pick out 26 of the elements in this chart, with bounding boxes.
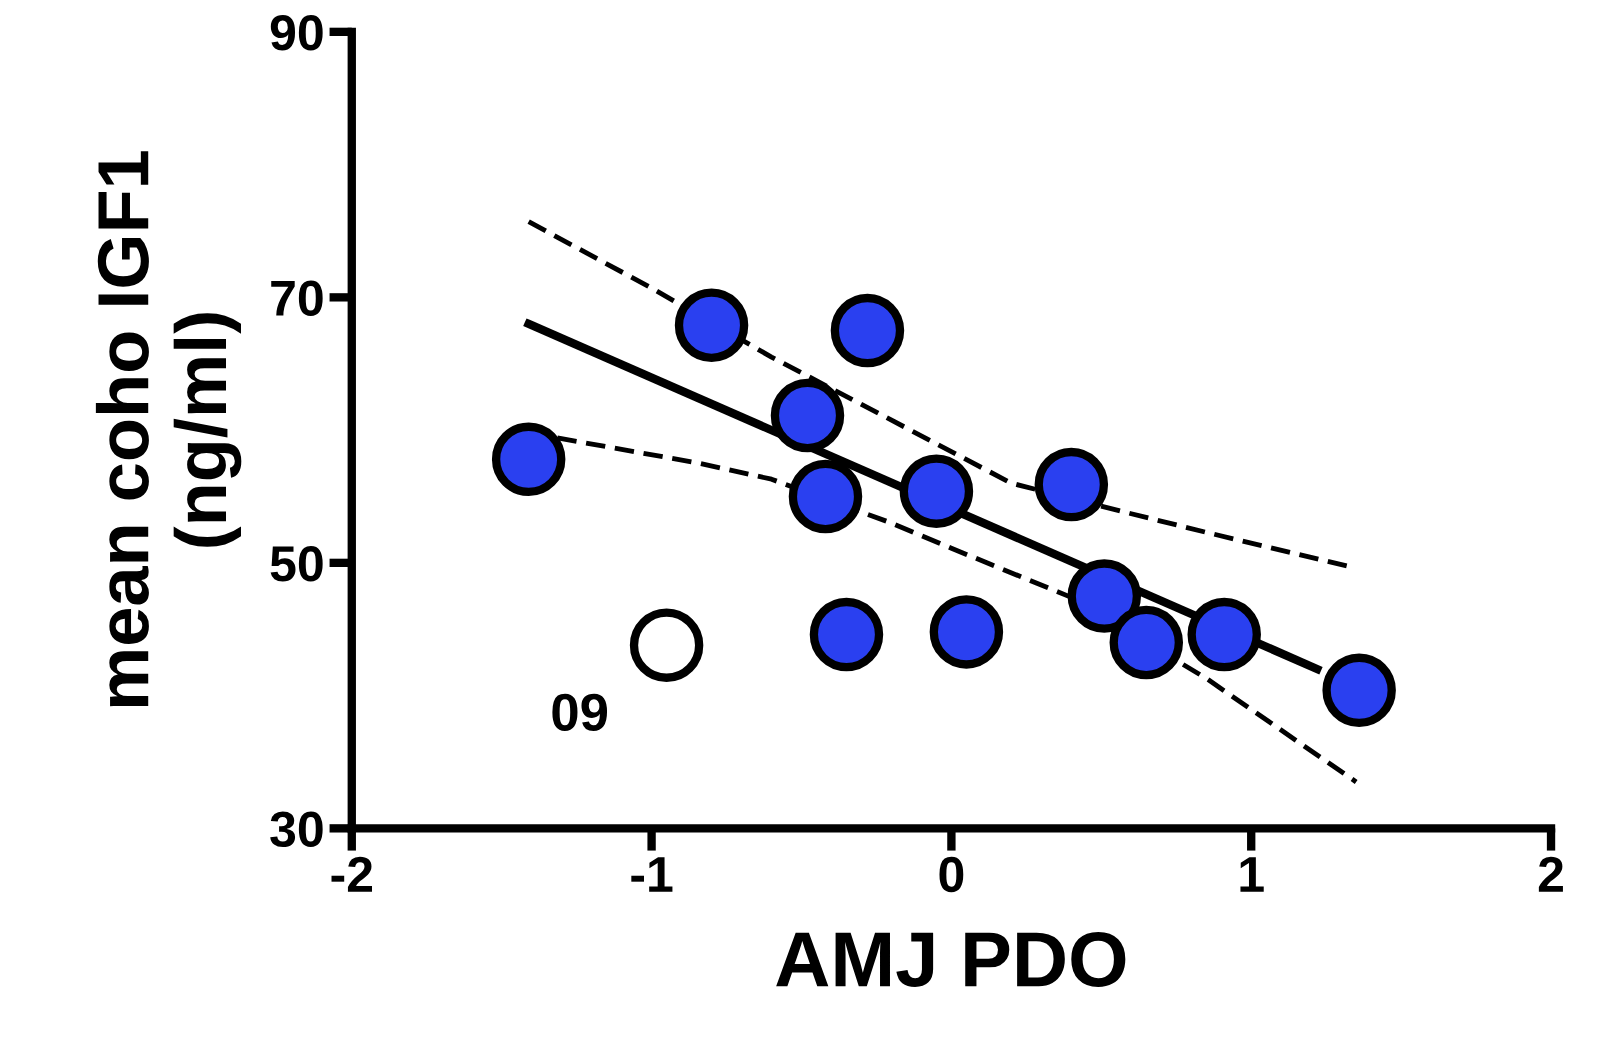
y-tick-label: 70: [271, 280, 323, 316]
point: [1322, 653, 1396, 728]
point: [674, 288, 749, 362]
point: [1109, 605, 1184, 680]
x-axis-title: AMJ PDO: [776, 931, 1126, 987]
y-tick-label: 90: [270, 15, 323, 51]
point: [1187, 597, 1261, 672]
y-axis-title: mean coho IGF1 (ng/ml): [95, 151, 242, 707]
point: [830, 293, 905, 368]
x-tick-label: 2: [1538, 856, 1563, 892]
point: [491, 422, 566, 497]
y-tick-label: 50: [270, 546, 323, 582]
point: [1067, 559, 1142, 633]
point: [770, 378, 845, 453]
point: [809, 597, 884, 672]
y-tick-label: 30: [270, 811, 323, 848]
annotation: 09: [552, 693, 608, 732]
x-tick-label: -1: [631, 857, 673, 892]
x-tick-label: -2: [331, 856, 373, 892]
point: [629, 608, 704, 682]
point: [788, 459, 863, 534]
point: [899, 454, 974, 528]
point: [929, 595, 1004, 669]
x-tick-label: 0: [939, 856, 964, 893]
point: [1034, 447, 1109, 522]
x-tick-label: 1: [1240, 857, 1264, 892]
